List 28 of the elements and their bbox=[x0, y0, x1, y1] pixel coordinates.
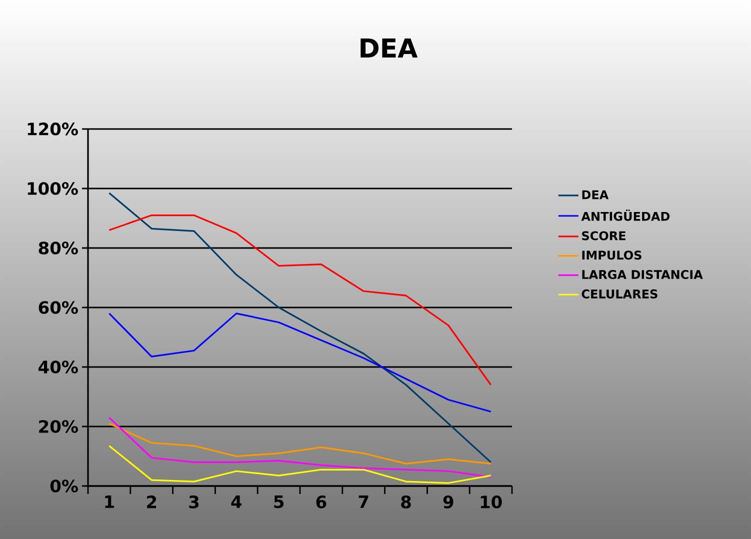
x-tick-label: 8 bbox=[401, 496, 411, 508]
legend-label: IMPULOS bbox=[582, 250, 642, 260]
x-tick-label: 7 bbox=[358, 496, 368, 508]
legend-label: ANTIGÜEDAD bbox=[581, 210, 670, 221]
x-tick-label: 9 bbox=[443, 496, 454, 508]
line-series bbox=[108, 214, 492, 386]
chart-title: DEA bbox=[360, 38, 418, 58]
x-tick-label: 5 bbox=[274, 496, 284, 508]
y-tick-label: 20% bbox=[39, 420, 78, 433]
legend-label: CELULARES bbox=[582, 289, 658, 298]
x-tick-label: 3 bbox=[189, 496, 199, 508]
line-series bbox=[108, 445, 492, 484]
y-tick-label: 100% bbox=[28, 182, 78, 195]
x-tick-label: 10 bbox=[480, 496, 502, 508]
y-tick-label: 40% bbox=[38, 360, 78, 374]
y-tick-label: 60% bbox=[38, 301, 78, 314]
x-tick-label: 2 bbox=[147, 496, 156, 508]
y-tick-label: 80% bbox=[38, 242, 78, 254]
legend-label: DEA bbox=[582, 190, 609, 200]
x-tick-label: 4 bbox=[231, 496, 242, 508]
legend-label: SCORE bbox=[582, 231, 626, 240]
line-series bbox=[108, 312, 492, 412]
legend-label: LARGA DISTANCIA bbox=[582, 270, 703, 280]
y-tick-label: 0% bbox=[50, 480, 78, 492]
y-tick-label: 120% bbox=[28, 122, 78, 136]
line-series bbox=[108, 422, 492, 464]
x-tick-label: 1 bbox=[105, 496, 114, 508]
x-tick-label: 6 bbox=[316, 496, 326, 508]
